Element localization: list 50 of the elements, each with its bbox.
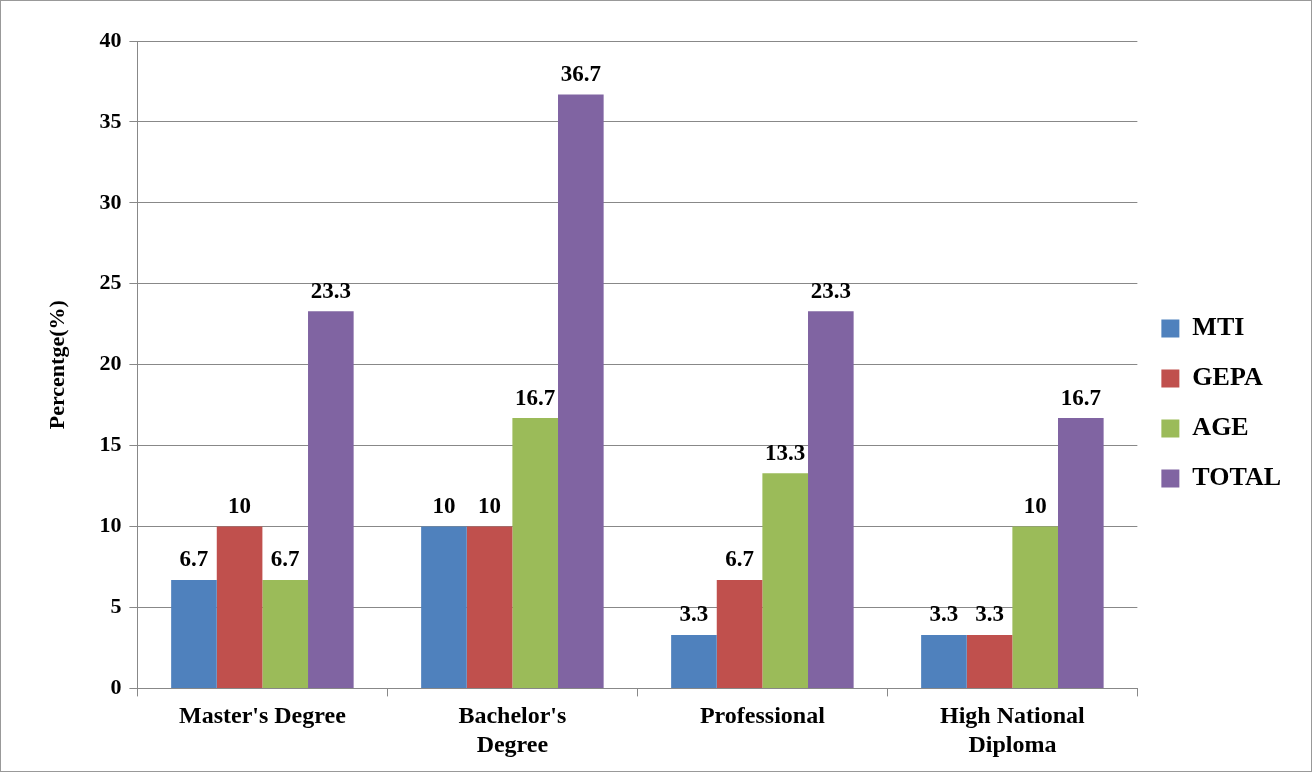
bar [671,634,717,688]
y-tick-label: 40 [99,26,122,52]
data-label: 6.7 [270,546,300,572]
bar [262,579,309,688]
y-tick-label: 15 [99,431,122,457]
bar [216,526,263,688]
data-label: 23.3 [310,277,351,303]
y-tick-label: 0 [110,674,122,700]
x-tick-label: Professional [699,702,826,728]
legend-label: AGE [1192,412,1249,442]
y-tick-label: 30 [99,188,122,214]
x-tick-label: Bachelor's Degree [458,702,567,757]
data-label: 3.3 [929,601,959,627]
data-label: 10 [1023,492,1047,518]
bar [966,634,1013,688]
x-tick-label: Master's Degree [178,702,347,728]
bar [921,634,967,688]
data-label: 6.7 [725,546,754,572]
data-label: 3.3 [975,601,1004,627]
y-axis-title: Percentge(%) [43,300,69,430]
bar [1058,418,1104,688]
data-label: 10 [432,492,456,518]
bar [171,579,217,688]
legend-label: MTI [1192,312,1245,342]
bar [1012,526,1058,688]
legend-label: TOTAL [1192,462,1282,492]
y-tick-label: 10 [99,512,122,538]
bar [808,311,854,688]
data-label: 13.3 [765,439,806,465]
bar [466,526,513,688]
data-label: 23.3 [810,277,851,303]
y-tick-label: 35 [99,107,122,133]
y-tick-label: 20 [99,350,122,376]
bar [558,94,604,688]
data-label: 16.7 [515,384,556,410]
data-label: 36.7 [560,60,601,86]
bar [762,473,809,688]
data-label: 10 [228,492,252,518]
x-tick-label: High National Diploma [940,702,1086,757]
data-label: 16.7 [1060,384,1101,410]
data-label: 10 [478,492,502,518]
y-tick-label: 5 [110,593,122,619]
y-tick-label: 25 [99,269,122,295]
bar [421,526,467,688]
data-label: 6.7 [179,546,209,572]
bar [308,311,354,688]
data-label: 3.3 [679,601,709,627]
legend-label: GEPA [1192,362,1263,392]
bar [512,418,559,688]
bar [716,579,763,688]
